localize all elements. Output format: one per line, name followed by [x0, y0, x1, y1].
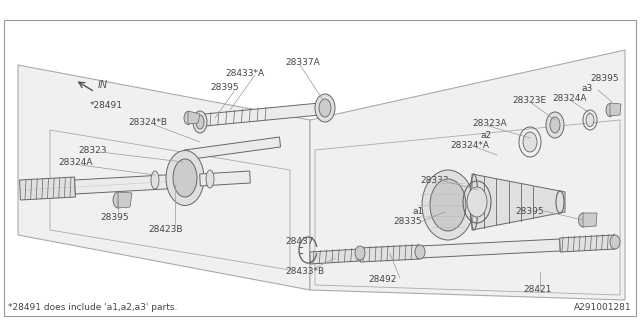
Text: 28492: 28492 [368, 276, 396, 284]
Text: A291001281: A291001281 [574, 303, 632, 312]
Text: 28433*B: 28433*B [285, 268, 324, 276]
Polygon shape [188, 111, 200, 124]
Polygon shape [559, 235, 615, 252]
Text: 28395: 28395 [590, 74, 619, 83]
Ellipse shape [550, 117, 560, 133]
Polygon shape [360, 245, 420, 262]
Ellipse shape [415, 245, 425, 259]
Text: 28337A: 28337A [285, 58, 320, 67]
Polygon shape [18, 65, 310, 290]
Polygon shape [184, 137, 280, 160]
Ellipse shape [113, 192, 123, 208]
Text: 28324*B: 28324*B [128, 117, 167, 126]
Text: a2: a2 [480, 131, 491, 140]
Ellipse shape [546, 112, 564, 138]
Text: 28324*A: 28324*A [450, 140, 489, 149]
Ellipse shape [579, 213, 588, 227]
Text: 28333: 28333 [420, 175, 449, 185]
Polygon shape [4, 20, 636, 316]
Polygon shape [118, 192, 132, 208]
Text: 28423B: 28423B [148, 226, 182, 235]
Text: 28324A: 28324A [552, 93, 586, 102]
Text: 28323: 28323 [78, 146, 106, 155]
Text: 28395: 28395 [515, 207, 543, 217]
Ellipse shape [606, 103, 614, 116]
Ellipse shape [523, 132, 537, 152]
Polygon shape [310, 50, 625, 300]
Ellipse shape [586, 114, 594, 126]
Text: *28491: *28491 [90, 100, 123, 109]
Polygon shape [420, 239, 560, 258]
Ellipse shape [610, 235, 620, 249]
Text: 28395: 28395 [100, 212, 129, 221]
Text: 28395: 28395 [210, 83, 239, 92]
Text: a1: a1 [412, 207, 423, 217]
Polygon shape [310, 249, 360, 264]
Ellipse shape [315, 94, 335, 122]
Polygon shape [583, 213, 597, 227]
Polygon shape [20, 177, 76, 200]
Text: 28437: 28437 [285, 237, 314, 246]
Text: 28421: 28421 [523, 285, 552, 294]
Polygon shape [205, 102, 330, 126]
Ellipse shape [196, 115, 204, 129]
Polygon shape [610, 103, 621, 116]
Ellipse shape [193, 111, 207, 133]
Ellipse shape [173, 159, 197, 197]
Polygon shape [200, 171, 250, 186]
Ellipse shape [430, 179, 466, 231]
Text: 28323E: 28323E [512, 95, 546, 105]
Text: 28433*A: 28433*A [225, 68, 264, 77]
Polygon shape [75, 173, 200, 194]
Ellipse shape [355, 246, 365, 260]
Text: *28491 does include 'a1,a2,a3' parts.: *28491 does include 'a1,a2,a3' parts. [8, 303, 177, 312]
Ellipse shape [184, 111, 192, 124]
Polygon shape [472, 174, 565, 230]
Ellipse shape [166, 150, 204, 205]
Ellipse shape [319, 99, 331, 117]
Ellipse shape [467, 187, 487, 217]
Ellipse shape [206, 170, 214, 188]
Text: 28323A: 28323A [472, 118, 507, 127]
Text: 28324A: 28324A [58, 157, 93, 166]
Text: IN: IN [98, 80, 108, 90]
Text: 28335: 28335 [393, 218, 422, 227]
Ellipse shape [422, 170, 474, 240]
Ellipse shape [151, 171, 159, 189]
Text: a3: a3 [582, 84, 593, 92]
